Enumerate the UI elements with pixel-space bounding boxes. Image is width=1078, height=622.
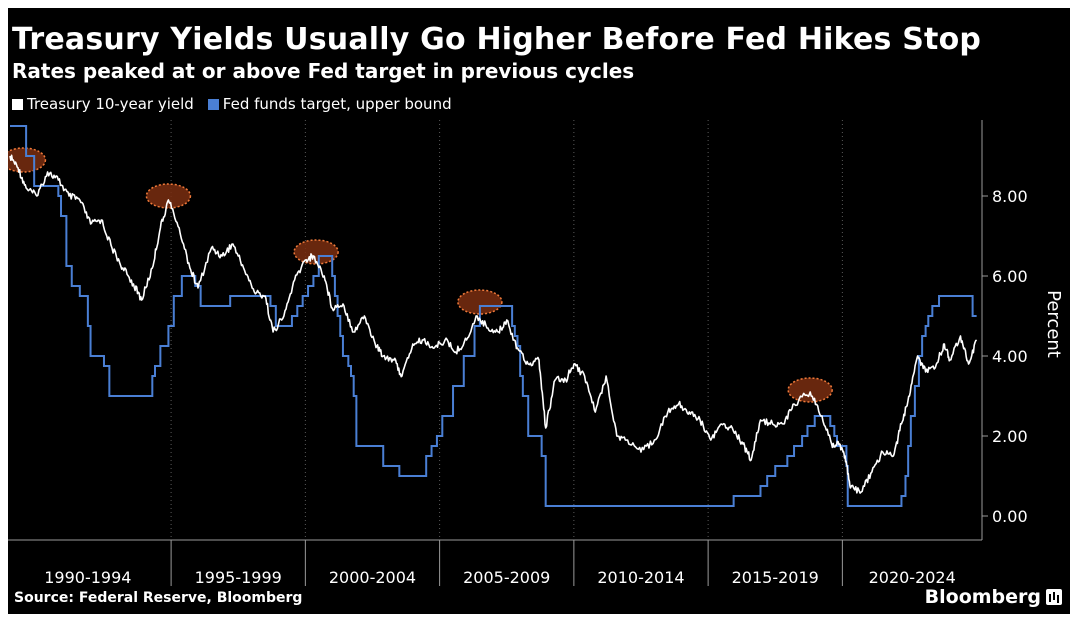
- peak-highlight-2: [293, 239, 339, 265]
- x-tick-label-0: 1990-1994: [44, 568, 131, 587]
- x-tick-label-1: 1995-1999: [195, 568, 282, 587]
- y-tick-label-2: 4.00: [992, 347, 1028, 366]
- legend: Treasury 10-year yield Fed funds target,…: [12, 95, 466, 113]
- peak-highlight-4: [787, 377, 833, 403]
- brand-logo: Bloomberg: [925, 586, 1062, 608]
- y-tick-label-4: 8.00: [992, 187, 1028, 206]
- x-tick-label-5: 2015-2019: [732, 568, 819, 587]
- x-tick-label-3: 2005-2009: [463, 568, 550, 587]
- x-tick-label-2: 2000-2004: [329, 568, 416, 587]
- y-tick-label-0: 0.00: [992, 507, 1028, 526]
- peak-highlight-1: [145, 183, 192, 209]
- legend-item-yield: Treasury 10-year yield: [12, 95, 194, 113]
- x-tick-label-6: 2020-2024: [869, 568, 956, 587]
- legend-item-fed: Fed funds target, upper bound: [207, 95, 452, 113]
- series-line-treasury-yield: [9, 154, 978, 494]
- legend-label-yield: Treasury 10-year yield: [27, 95, 194, 113]
- bloomberg-chart-icon: [1046, 589, 1062, 605]
- legend-swatch-yield: [12, 98, 23, 110]
- y-tick-label-3: 6.00: [992, 267, 1028, 286]
- y-tick-label-1: 2.00: [992, 427, 1028, 446]
- x-tick-label-4: 2010-2014: [597, 568, 684, 587]
- chart-title: Treasury Yields Usually Go Higher Before…: [12, 22, 982, 57]
- source-note: Source: Federal Reserve, Bloomberg: [14, 590, 303, 606]
- brand-name: Bloomberg: [924, 586, 1041, 608]
- chart-subtitle: Rates peaked at or above Fed target in p…: [12, 59, 635, 83]
- peak-highlight-3: [457, 289, 503, 315]
- legend-swatch-fed: [207, 98, 219, 110]
- legend-label-fed: Fed funds target, upper bound: [222, 95, 452, 113]
- line-chart: 1990-1994 1995-1999 2000-2004 2005-2009 2010…: [8, 120, 1064, 587]
- chart-frame: Treasury Yields Usually Go Higher Before…: [8, 8, 1070, 614]
- series-line-fed-funds: [10, 125, 977, 507]
- y-axis-label: Percent: [1043, 290, 1064, 358]
